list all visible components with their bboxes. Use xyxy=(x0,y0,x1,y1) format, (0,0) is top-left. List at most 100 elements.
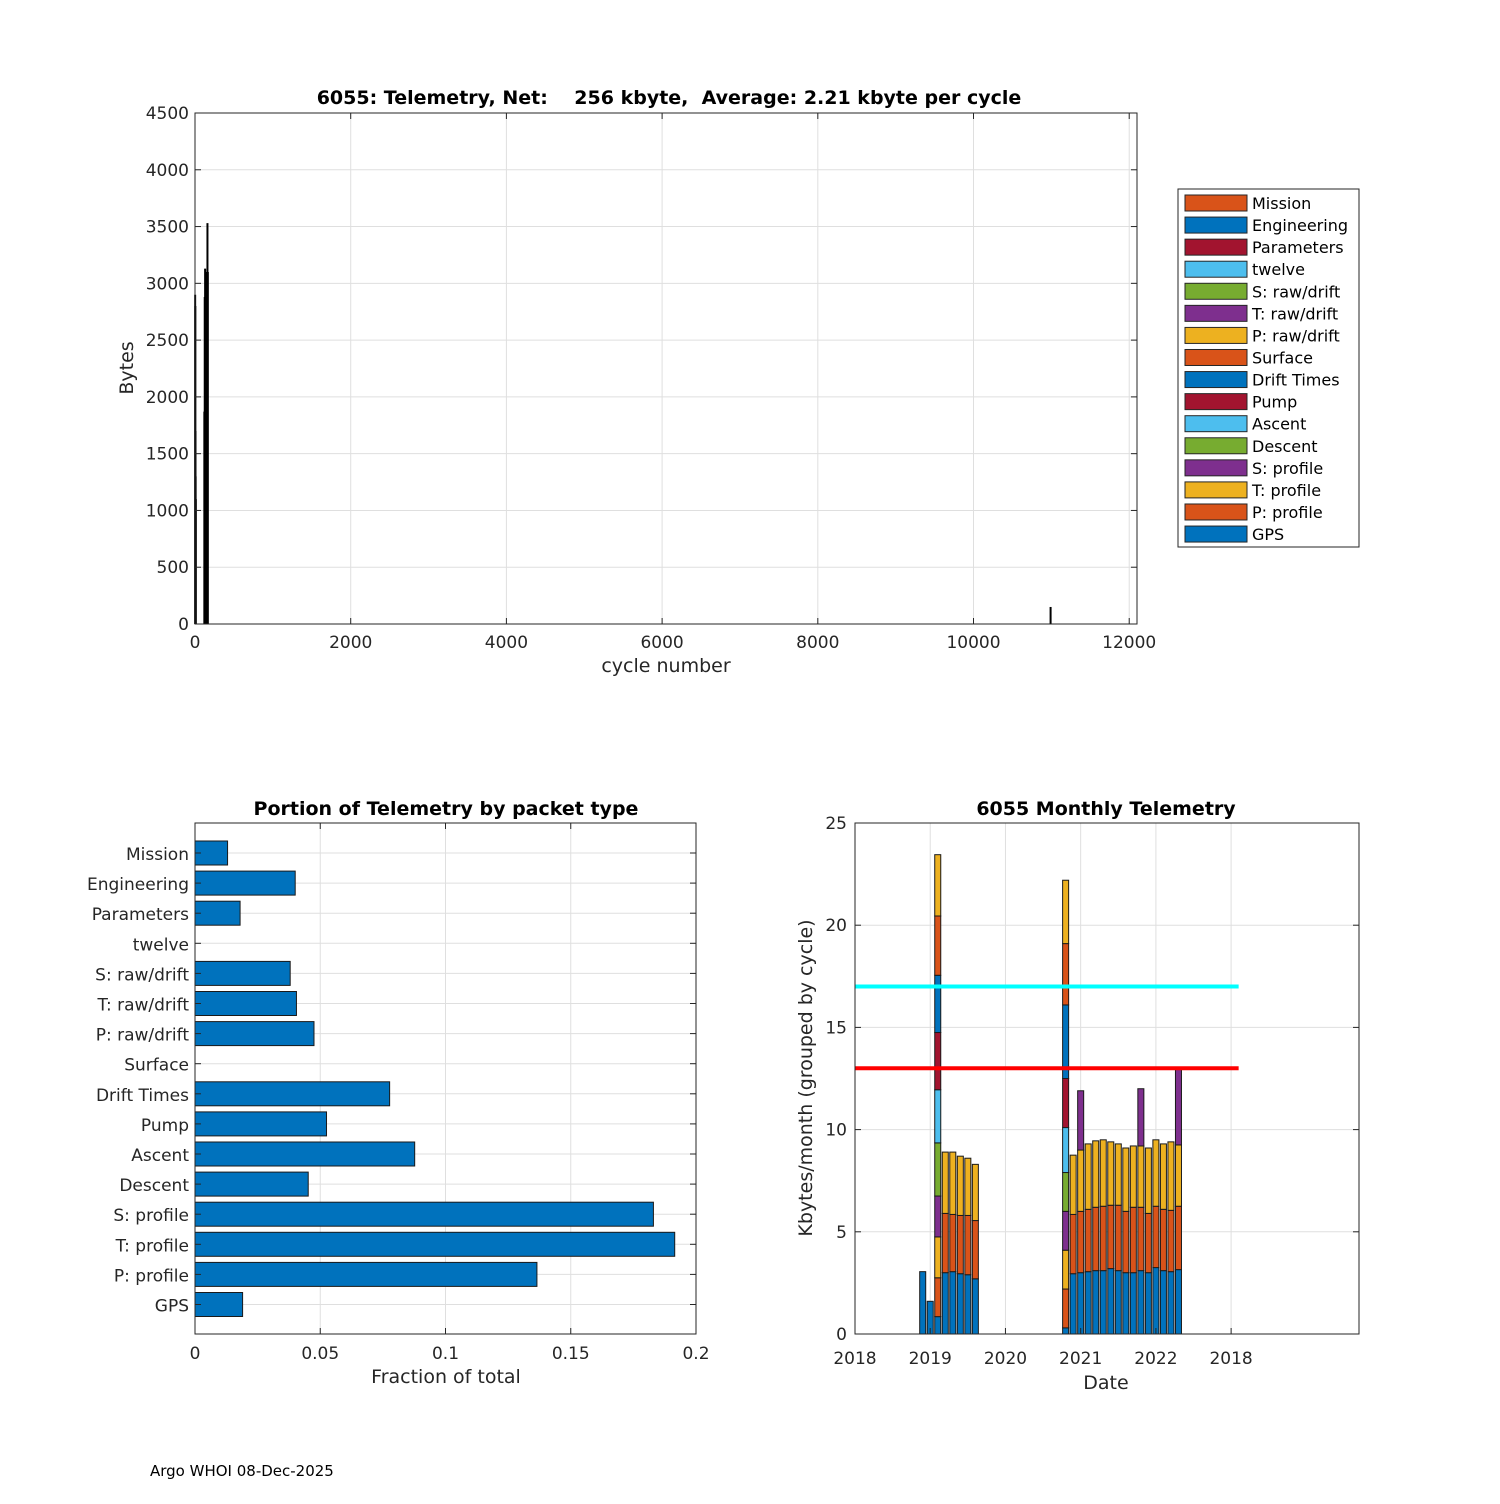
legend-label: Surface xyxy=(1252,348,1313,367)
fraction-bar xyxy=(194,1021,315,1047)
monthly-bar-segment xyxy=(934,1032,942,1091)
legend-label: S: raw/drift xyxy=(1252,282,1340,301)
legend-swatch xyxy=(1184,437,1248,455)
monthly-bar-segment xyxy=(1069,1273,1077,1335)
x-tick-label: 0.2 xyxy=(682,1344,709,1364)
legend-label: P: raw/drift xyxy=(1252,326,1340,345)
monthly-bar-segment xyxy=(971,1220,979,1280)
category-label: P: profile xyxy=(114,1266,189,1286)
monthly-bar-segment xyxy=(1159,1208,1167,1272)
legend-swatch xyxy=(1184,260,1248,278)
fraction-bar xyxy=(194,900,241,926)
legend-label: Drift Times xyxy=(1252,371,1340,390)
legend-swatch xyxy=(1184,238,1248,256)
legend-label: Ascent xyxy=(1252,415,1306,434)
monthly-bar-segment xyxy=(1174,1144,1182,1207)
y-tick-label: 4000 xyxy=(146,161,189,181)
y-tick-label: 15 xyxy=(825,1018,847,1038)
monthly-bar-segment xyxy=(1077,1272,1085,1335)
legend-label: T: profile xyxy=(1251,481,1321,500)
monthly-bar-segment xyxy=(1129,1272,1137,1335)
y-tick-label: 2500 xyxy=(146,331,189,351)
monthly-bar-segment xyxy=(1114,1204,1122,1272)
x-tick-label: 2018 xyxy=(1209,1349,1252,1369)
monthly-bar-segment xyxy=(934,1142,942,1197)
monthly-bar-segment xyxy=(1152,1139,1160,1207)
fraction-bar xyxy=(194,1111,328,1137)
fraction-bar xyxy=(194,1231,676,1257)
legend-label: Mission xyxy=(1252,194,1311,213)
monthly-bar-segment xyxy=(1129,1206,1137,1274)
monthly-bar-segment xyxy=(1099,1139,1107,1207)
monthly-bar-segment xyxy=(934,1236,942,1279)
legend-label: T: raw/drift xyxy=(1251,304,1338,323)
y-tick-label: 1500 xyxy=(146,445,189,465)
monthly-bar-segment xyxy=(956,1273,964,1335)
x-tick-label: 0 xyxy=(190,1344,201,1364)
monthly-bar-segment xyxy=(1069,1213,1077,1275)
y-tick-label: 0 xyxy=(178,615,189,635)
legend-swatch xyxy=(1184,371,1248,389)
monthly-bar-segment xyxy=(1167,1209,1175,1273)
monthly-chart-title: 6055 Monthly Telemetry xyxy=(976,798,1236,820)
monthly-bar-segment xyxy=(971,1278,979,1335)
x-tick-label: 6000 xyxy=(640,633,683,653)
monthly-bar-segment xyxy=(1174,1068,1182,1146)
legend-swatch xyxy=(1184,282,1248,300)
monthly-bar-segment xyxy=(1137,1206,1145,1272)
x-tick-label: 0 xyxy=(190,633,201,653)
category-label: S: raw/drift xyxy=(95,965,189,985)
monthly-bar-segment xyxy=(1092,1140,1100,1208)
monthly-bar-segment xyxy=(1092,1206,1100,1272)
legend-label: Descent xyxy=(1252,437,1318,456)
portion-x-axis-label: Fraction of total xyxy=(371,1366,521,1388)
x-tick-label: 8000 xyxy=(796,633,839,653)
monthly-bar-segment xyxy=(1167,1271,1175,1335)
fraction-bar xyxy=(194,1292,244,1317)
fraction-bar xyxy=(194,1171,309,1197)
category-label: Engineering xyxy=(87,875,189,895)
category-label: Mission xyxy=(126,845,189,865)
fraction-bar xyxy=(194,870,296,896)
x-tick-label: 2020 xyxy=(984,1349,1027,1369)
monthly-bar-segment xyxy=(1114,1270,1122,1335)
portion-chart-title: Portion of Telemetry by packet type xyxy=(254,798,639,820)
legend-swatch xyxy=(1184,216,1248,234)
monthly-bar-segment xyxy=(1107,1204,1115,1270)
telemetry-chart-title: 6055: Telemetry, Net: 256 kbyte, Average… xyxy=(317,87,1022,109)
monthly-bar-segment xyxy=(1152,1205,1160,1269)
packet-type-legend: Mission Engineering Parameters twelve S: raw… xyxy=(1177,188,1360,548)
monthly-bar-segment xyxy=(1062,1288,1070,1329)
monthly-bar-segment xyxy=(1062,1127,1070,1174)
x-tick-label: 2018 xyxy=(833,1349,876,1369)
x-tick-label: 0.15 xyxy=(552,1344,590,1364)
category-label: Parameters xyxy=(92,905,189,925)
y-tick-label: 3500 xyxy=(146,218,189,238)
monthly-bar-segment xyxy=(1159,1143,1167,1210)
monthly-bar-segment xyxy=(1084,1143,1092,1210)
monthly-bar-segment xyxy=(1084,1271,1092,1335)
monthly-bar-segment xyxy=(934,974,942,1034)
legend-swatch xyxy=(1184,415,1248,433)
monthly-bar-segment xyxy=(941,1151,949,1214)
monthly-bar-segment xyxy=(1174,1205,1182,1271)
category-label: twelve xyxy=(133,935,189,955)
monthly-bar-segment xyxy=(934,1089,942,1144)
telemetry-y-axis-label: Bytes xyxy=(116,341,138,394)
fraction-bar xyxy=(194,1141,416,1167)
monthly-bar-segment xyxy=(1144,1147,1152,1214)
legend-swatch xyxy=(1184,481,1248,499)
monthly-bar-segment xyxy=(949,1271,957,1335)
monthly-bar-segment xyxy=(1077,1149,1085,1212)
category-label: Surface xyxy=(124,1056,189,1076)
monthly-bar-segment xyxy=(1077,1090,1085,1151)
monthly-bar-segment xyxy=(1062,1210,1070,1251)
legend-swatch xyxy=(1184,194,1248,212)
x-tick-label: 2021 xyxy=(1059,1349,1102,1369)
monthly-bar-segment xyxy=(1129,1145,1137,1208)
x-tick-label: 0.1 xyxy=(432,1344,459,1364)
y-tick-label: 0 xyxy=(836,1325,847,1345)
legend-label: Engineering xyxy=(1252,216,1348,235)
legend-swatch xyxy=(1184,393,1248,411)
category-label: Ascent xyxy=(131,1146,189,1166)
